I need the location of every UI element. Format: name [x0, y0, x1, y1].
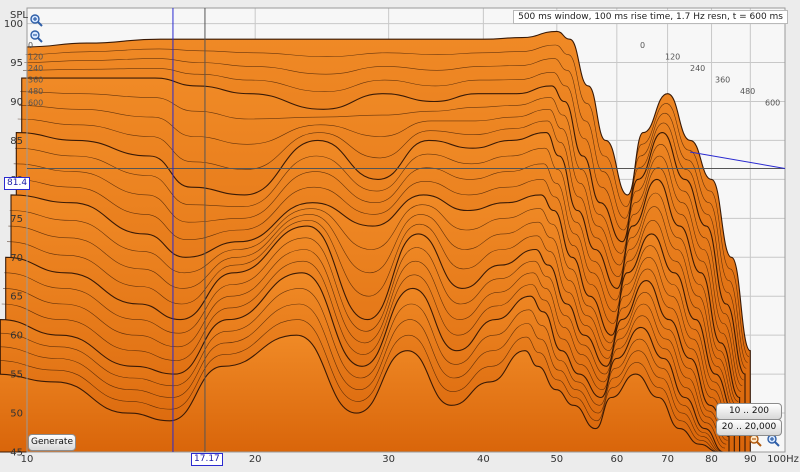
range-10-200-button[interactable]: 10 .. 200 [716, 403, 782, 420]
y-tick-label: 85 [10, 136, 23, 147]
contour-line [9, 204, 734, 420]
y-tick-label: 95 [10, 58, 23, 69]
time-slice-label-left: 120 [28, 53, 43, 62]
contour-line [14, 147, 739, 402]
contour-line [22, 68, 747, 369]
contour-line [24, 58, 748, 363]
x-tick-label: 80 [705, 454, 718, 465]
cursor-depth-line-right [689, 151, 786, 169]
settings-readout: 500 ms window, 100 ms rise time, 1.7 Hz … [513, 10, 788, 24]
y-axis-label: SPL [10, 10, 28, 21]
time-slice-label-right: 240 [690, 64, 705, 73]
time-slice-label-left: 600 [28, 99, 43, 108]
contour-line [0, 319, 720, 453]
contour-line [18, 105, 743, 387]
x-tick-label: 10 [21, 454, 34, 465]
x-axis-unit-label: 100Hz [767, 454, 799, 465]
y-tick-label: 100 [4, 19, 23, 30]
x-tick-label: 60 [610, 454, 623, 465]
y-tick-label: 60 [10, 331, 23, 342]
time-slice-label-left: 0 [28, 41, 33, 50]
x-tick-label: 70 [661, 454, 674, 465]
contour-line [4, 237, 728, 441]
y-tick-label: 90 [10, 97, 23, 108]
waterfall-slice [0, 334, 719, 453]
plot-frame [26, 7, 786, 453]
x-tick-label: 90 [744, 454, 757, 465]
y-tick-label: 65 [10, 292, 23, 303]
y-tick-label: 75 [10, 214, 23, 225]
time-slice-label-right: 480 [740, 87, 755, 96]
contour-line [12, 179, 736, 410]
cursor-x-readout: 17.17 [191, 453, 223, 466]
time-slice-label-right: 600 [765, 99, 780, 108]
y-tick-label: 50 [10, 409, 23, 420]
time-slice-label-right: 0 [640, 41, 645, 50]
time-slice-label-left: 240 [28, 64, 43, 73]
contour-line [25, 44, 750, 357]
contour-line [0, 303, 722, 453]
y-tick-label: 70 [10, 253, 23, 264]
x-tick-label: 40 [477, 454, 490, 465]
time-slice-label-right: 120 [665, 53, 680, 62]
time-slice-label-left: 360 [28, 76, 43, 85]
contour-line [6, 219, 731, 431]
contour-line [0, 288, 723, 453]
contour-line [2, 249, 727, 445]
cursor-layer [27, 8, 786, 452]
x-tick-label: 20 [249, 454, 262, 465]
slice-layer [0, 30, 751, 453]
generate-button[interactable]: Generate [28, 434, 76, 451]
contour-line [17, 118, 742, 392]
time-slice-label-left: 480 [28, 87, 43, 96]
zoom-out-x-icon[interactable] [748, 432, 762, 447]
range-20-20000-button[interactable]: 20 .. 20,000 [716, 419, 782, 436]
y-tick-label: 55 [10, 370, 23, 381]
contour-line [13, 163, 738, 406]
time-slice-label-right: 360 [715, 76, 730, 85]
x-tick-label: 50 [550, 454, 563, 465]
zoom-out-y-icon[interactable] [29, 28, 43, 43]
contour-line [8, 214, 732, 425]
y-tick-label: 45 [10, 448, 23, 459]
contour-line [20, 91, 744, 381]
contour-line [1, 260, 726, 449]
cursor-y-readout: 81.4 [4, 177, 31, 190]
x-tick-label: 30 [382, 454, 395, 465]
zoom-in-y-icon[interactable] [29, 12, 43, 27]
